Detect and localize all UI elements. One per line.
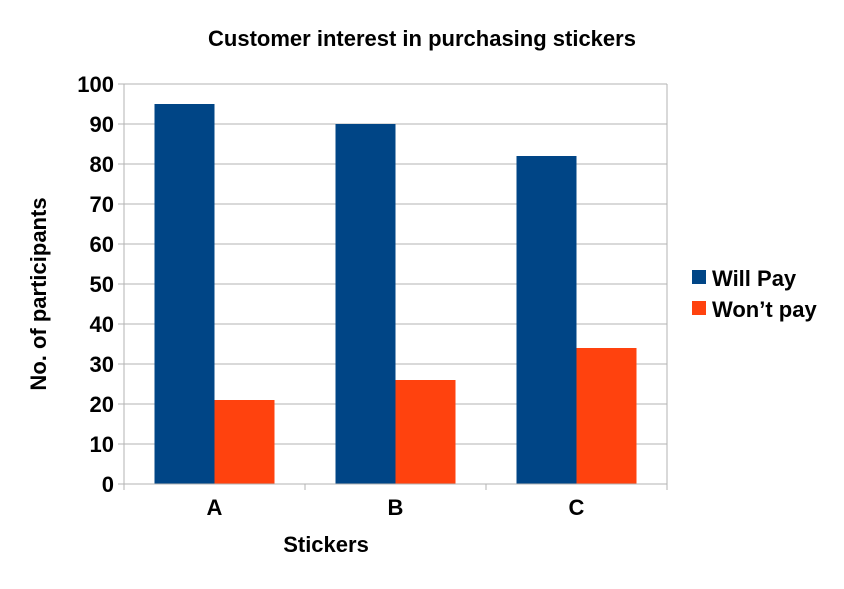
axes: 0 10 20 30 40 50 60 70 80 90 100 A B C (77, 72, 668, 520)
bar-c-series-0 (516, 156, 577, 484)
y-tick-label: 30 (90, 352, 114, 377)
bar-b-series-0 (335, 124, 396, 484)
bar-a-series-0 (154, 104, 215, 484)
x-axis-label: Stickers (283, 532, 369, 557)
chart-title: Customer interest in purchasing stickers (208, 26, 636, 51)
legend-label: Won’t pay (712, 297, 817, 322)
y-axis-label: No. of participants (26, 197, 51, 390)
y-tick-label: 20 (90, 392, 114, 417)
legend: Will Pay Won’t pay (692, 266, 817, 322)
y-tick-label: 40 (90, 312, 114, 337)
x-tick-label: A (207, 495, 223, 520)
y-tick-label: 60 (90, 232, 114, 257)
y-tick-label: 100 (77, 72, 114, 97)
bar-a-series-1 (214, 400, 275, 484)
bar-b-series-1 (395, 380, 456, 484)
y-tick-label: 70 (90, 192, 114, 217)
y-tick-label: 50 (90, 272, 114, 297)
bars (154, 104, 637, 484)
x-tick-label: B (388, 495, 404, 520)
y-tick-label: 90 (90, 112, 114, 137)
y-tick-label: 0 (102, 472, 114, 497)
legend-swatch (692, 301, 706, 315)
bar-c-series-1 (576, 348, 637, 484)
legend-swatch (692, 270, 706, 284)
y-tick-label: 80 (90, 152, 114, 177)
x-tick-label: C (569, 495, 585, 520)
legend-label: Will Pay (712, 266, 797, 291)
y-tick-label: 10 (90, 432, 114, 457)
